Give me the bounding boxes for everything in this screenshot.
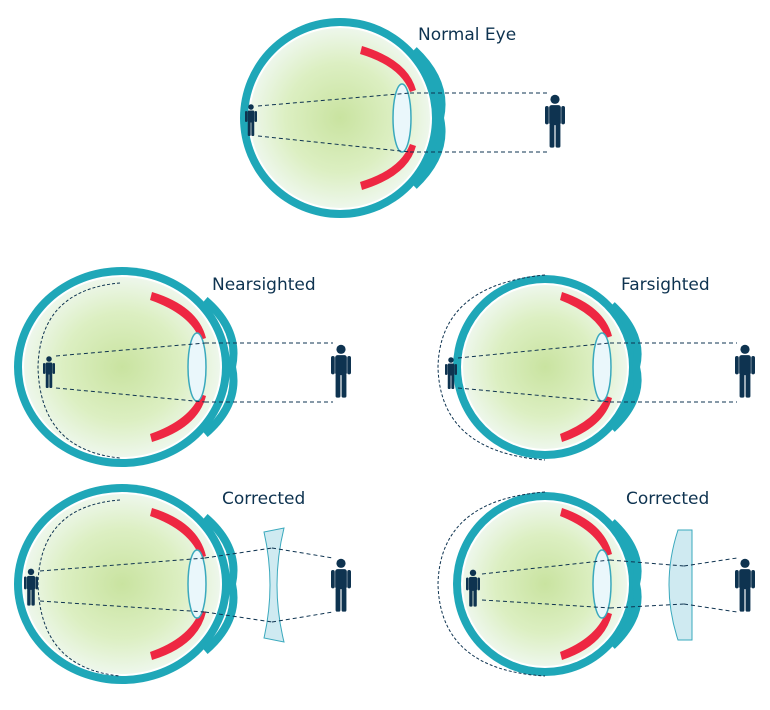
lens (592, 549, 612, 619)
eyeball (437, 491, 642, 677)
panel-nearsighted: Nearsighted (14, 267, 351, 467)
panel-title-farsighted: Farsighted (621, 275, 710, 295)
cornea (411, 47, 446, 189)
ciliary-bottom (560, 612, 612, 660)
cornea (609, 302, 642, 432)
vitreous (24, 494, 220, 674)
ray-bottom-inner (55, 387, 206, 403)
ray-top-middle (609, 559, 685, 567)
object-figure (331, 344, 351, 398)
object-figure (331, 558, 351, 612)
ray-bottom-inner (481, 599, 611, 609)
panel-title-normal: Normal Eye (418, 25, 516, 45)
vitreous (463, 502, 627, 666)
vitreous (250, 28, 430, 208)
lens (392, 83, 412, 153)
vitreous (24, 277, 220, 457)
panel-normal-eye: Normal Eye (240, 18, 565, 218)
panel-title-far-corrected: Corrected (626, 489, 709, 509)
ray-bottom-outer (683, 603, 738, 613)
eyeball (14, 484, 238, 684)
ray-bottom-middle (204, 611, 273, 623)
object-figure (735, 558, 755, 612)
ray-top-inner (55, 342, 206, 357)
object-figure (545, 94, 565, 148)
concave-corrective-lens (263, 527, 285, 643)
ray-bottom-inner (457, 387, 611, 403)
normal-retina-outline (37, 282, 121, 459)
ray-top-outer (683, 557, 738, 567)
ciliary-top (150, 292, 206, 340)
ray-bottom-outer (271, 611, 334, 623)
ciliary-bottom (150, 394, 206, 442)
lens (187, 549, 207, 619)
normal-retina-outline (437, 274, 546, 461)
ray-top-inner (257, 92, 411, 107)
panel-nearsighted-corrected: Corrected (14, 484, 351, 684)
ciliary-bottom (560, 396, 612, 442)
lens (592, 332, 612, 402)
normal-retina-outline (437, 491, 546, 677)
ray-bottom-middle (609, 603, 685, 609)
normal-retina-outline (37, 499, 121, 677)
ray-top-middle (204, 547, 273, 559)
eyeball (437, 274, 642, 461)
panel-title-near-corrected: Corrected (222, 489, 305, 509)
eyeball (14, 267, 238, 467)
panel-farsighted: Farsighted (437, 274, 755, 461)
panel-farsighted-corrected: Corrected (437, 489, 755, 677)
ray-top-inner (481, 559, 611, 575)
ray-bottom-inner (257, 135, 411, 153)
cornea (202, 513, 238, 655)
cornea (202, 296, 238, 438)
ray-top-inner (457, 342, 611, 359)
ciliary-bottom (150, 610, 206, 660)
eyeball (240, 18, 446, 218)
ciliary-top (560, 508, 612, 556)
convex-corrective-lens (668, 529, 693, 641)
ciliary-top (560, 292, 612, 338)
ray-top-outer (271, 547, 334, 559)
ciliary-top (360, 46, 416, 92)
cornea (609, 519, 642, 649)
ciliary-top (150, 508, 206, 558)
object-figure (735, 344, 755, 398)
panel-title-nearsighted: Nearsighted (212, 275, 316, 295)
vitreous (463, 285, 627, 449)
ciliary-bottom (360, 144, 416, 190)
